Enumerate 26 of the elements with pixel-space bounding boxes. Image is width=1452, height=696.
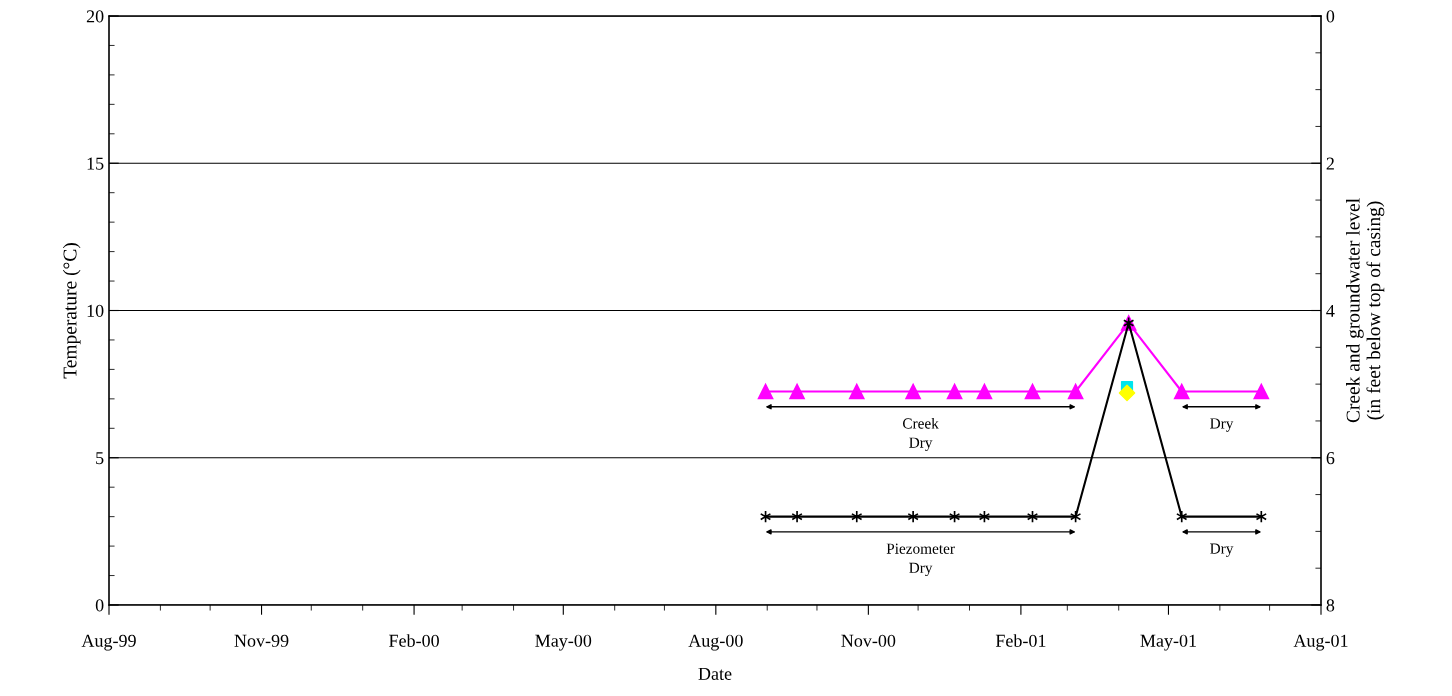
x-axis-title: Date xyxy=(698,667,732,680)
y-tick-label: 10 xyxy=(87,304,104,317)
y2-axis-title: Creek and groundwater level (in feet below top of casing) xyxy=(1346,198,1385,423)
annotation: Dry xyxy=(1210,543,1234,557)
y2-tick-label: 8 xyxy=(1326,599,1335,612)
annotation: Dry xyxy=(1210,418,1234,432)
y-axis-title: Temperature (°C) xyxy=(62,243,81,379)
y-tick-label: 5 xyxy=(96,452,104,465)
x-tick-label: Aug-01 xyxy=(1293,634,1348,651)
x-tick-label: Aug-99 xyxy=(81,634,136,651)
y2-tick-label: 4 xyxy=(1326,304,1335,317)
x-tick-label: Nov-99 xyxy=(234,634,289,647)
x-tick-label: May-01 xyxy=(1140,634,1196,651)
x-tick-label: Aug-00 xyxy=(688,634,743,651)
y-tick-label: 15 xyxy=(87,157,104,170)
annotation: Piezometer Dry xyxy=(886,543,955,577)
x-tick-label: Feb-00 xyxy=(389,634,439,647)
x-tick-label: May-00 xyxy=(535,634,592,651)
y2-tick-label: 6 xyxy=(1326,452,1335,465)
y-tick-label: 20 xyxy=(86,10,104,23)
x-tick-label: Feb-01 xyxy=(995,634,1046,647)
x-tick-label: Nov-00 xyxy=(841,634,896,647)
y-tick-label: 0 xyxy=(95,599,104,612)
y2-tick-label: 2 xyxy=(1326,157,1334,170)
y2-tick-label: 0 xyxy=(1326,10,1335,23)
annotation: Creek Dry xyxy=(902,417,939,451)
